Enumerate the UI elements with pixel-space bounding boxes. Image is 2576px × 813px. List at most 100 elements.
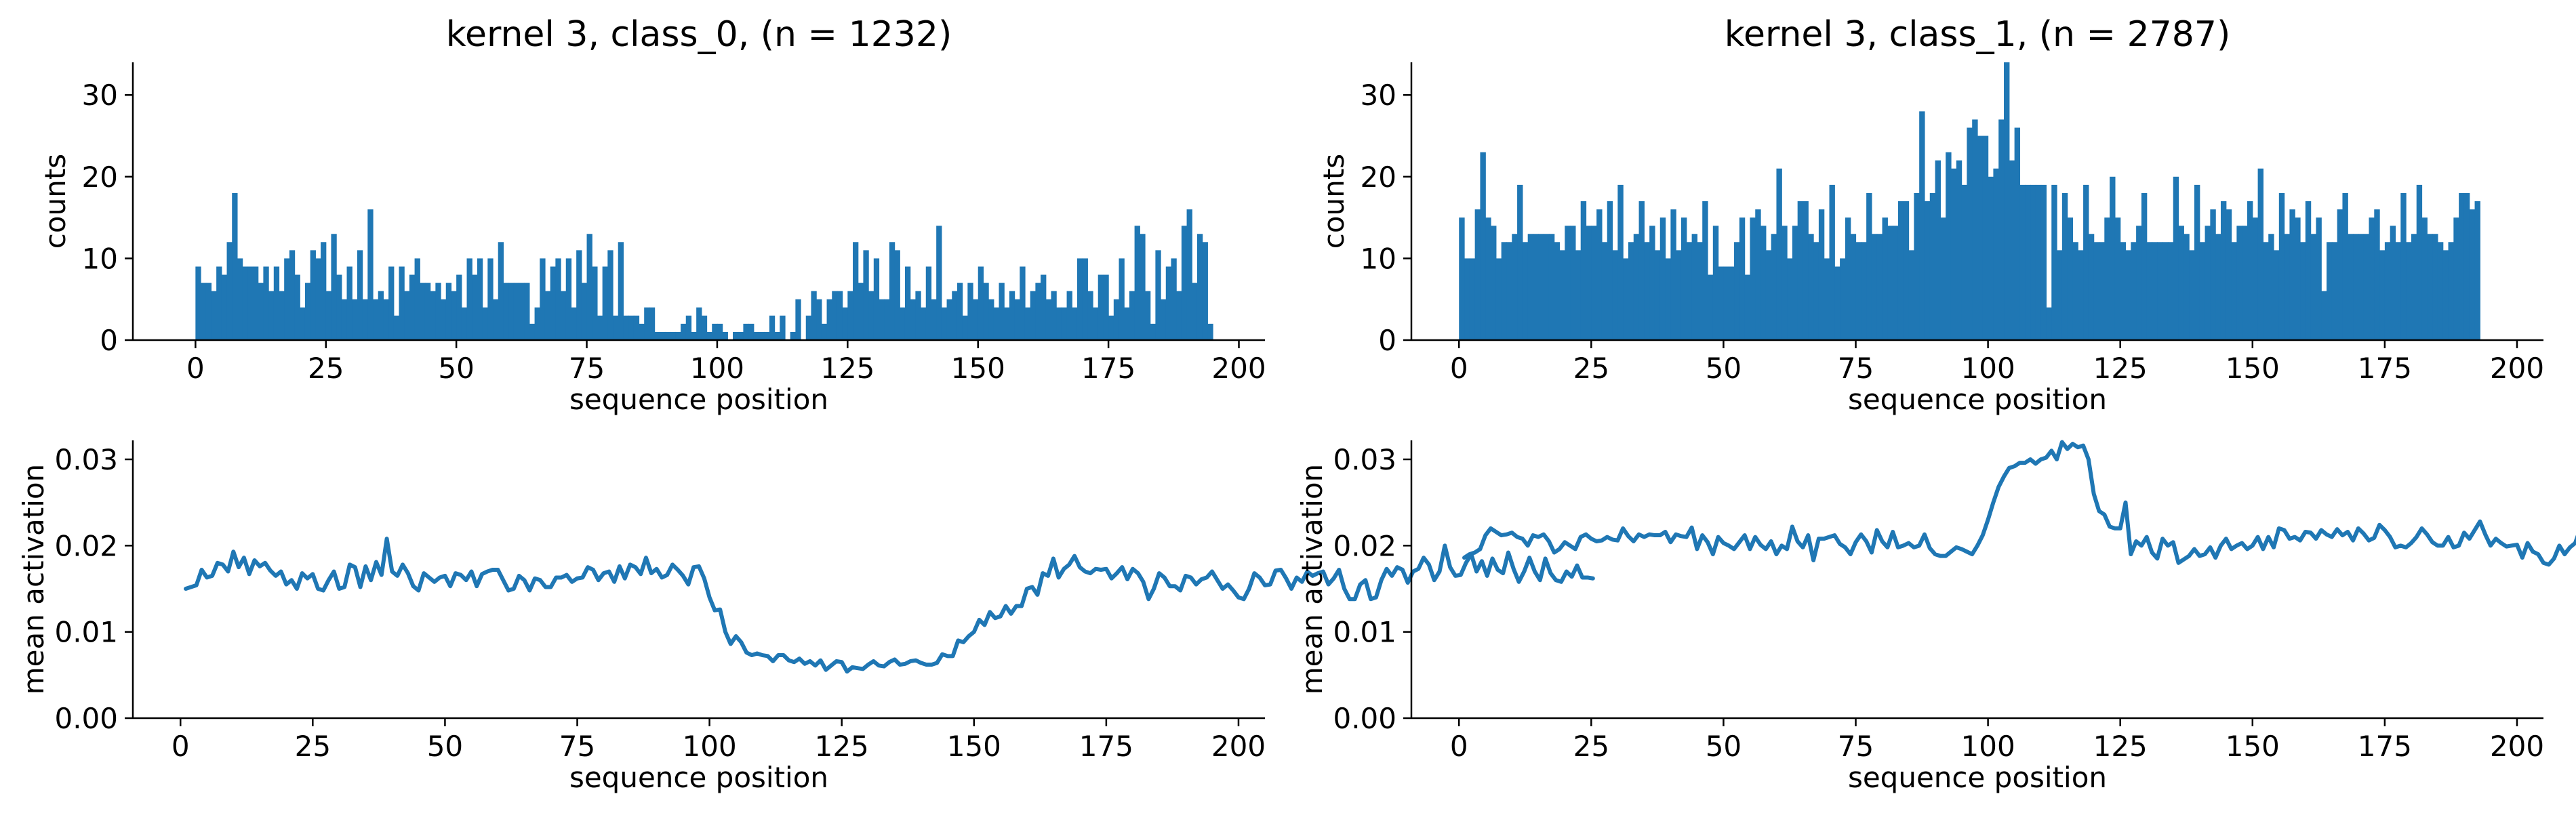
bar bbox=[988, 299, 994, 340]
bar bbox=[378, 291, 384, 340]
bar bbox=[201, 283, 207, 340]
bar bbox=[1207, 323, 1213, 340]
bar bbox=[325, 291, 332, 340]
bar bbox=[1522, 242, 1529, 340]
x-tick-label: 75 bbox=[1838, 730, 1874, 763]
bar bbox=[853, 242, 859, 340]
bar bbox=[654, 331, 660, 340]
chart-title: kernel 3, class_0, (n = 1232) bbox=[446, 14, 952, 55]
bar bbox=[1623, 258, 1629, 340]
bar bbox=[1596, 209, 1603, 340]
bar bbox=[524, 283, 530, 340]
bar bbox=[1818, 209, 1825, 340]
bar bbox=[1808, 234, 1814, 340]
y-tick-label: 0 bbox=[100, 324, 118, 357]
bar bbox=[315, 258, 321, 340]
y-tick-label: 10 bbox=[1361, 242, 1396, 275]
bar bbox=[592, 266, 598, 340]
bar bbox=[2067, 217, 2074, 340]
bars bbox=[195, 192, 1213, 340]
bar bbox=[2194, 184, 2200, 340]
bar bbox=[733, 331, 739, 340]
bar bbox=[1654, 250, 1661, 340]
bar bbox=[1108, 315, 1114, 340]
x-tick-label: 50 bbox=[1706, 730, 1742, 763]
x-tick-label: 200 bbox=[1211, 352, 1266, 385]
activation-class0-panel: 0 25 50 75 100 125 150 175 200 0.00 0.01 0.02 0.03 se… bbox=[17, 440, 1595, 794]
bar bbox=[399, 266, 405, 340]
bar bbox=[2432, 234, 2438, 340]
bar bbox=[513, 283, 520, 340]
bar bbox=[743, 323, 749, 340]
bar bbox=[2025, 184, 2031, 340]
bar bbox=[1649, 226, 1655, 340]
bar bbox=[1708, 274, 1714, 340]
bar bbox=[540, 258, 546, 340]
bar bbox=[1565, 226, 1571, 340]
histogram-class1-panel: 0 25 50 75 100 125 150 175 200 0 10 20 30 sequence po… bbox=[1317, 14, 2544, 416]
y-axis-label: mean activation bbox=[1295, 464, 1329, 694]
bar bbox=[2284, 234, 2291, 340]
bar bbox=[1946, 152, 1952, 340]
bar bbox=[424, 283, 431, 340]
bar bbox=[1570, 226, 1576, 340]
bar bbox=[2035, 184, 2042, 340]
bar bbox=[2257, 168, 2263, 340]
bar bbox=[482, 307, 488, 340]
bar bbox=[628, 315, 635, 340]
bar bbox=[613, 315, 619, 340]
x-tick-label: 125 bbox=[2093, 352, 2148, 385]
bar bbox=[2310, 234, 2317, 340]
bar bbox=[1165, 266, 1172, 340]
bar bbox=[607, 250, 613, 340]
bar bbox=[2247, 201, 2253, 340]
activation-class1-panel: 0 25 50 75 100 125 150 175 200 0.00 0.01 0.02 0.03 se… bbox=[1295, 440, 2576, 794]
bar bbox=[498, 242, 504, 340]
bar bbox=[1501, 242, 1508, 340]
bar bbox=[1192, 283, 1198, 340]
bar bbox=[477, 258, 483, 340]
bar bbox=[873, 258, 880, 340]
bar bbox=[1093, 307, 1099, 340]
bar bbox=[367, 209, 374, 340]
bar bbox=[1072, 307, 1078, 340]
bar bbox=[644, 307, 650, 340]
bar bbox=[1803, 201, 1809, 340]
bar bbox=[226, 242, 233, 340]
bar bbox=[904, 266, 911, 340]
bar bbox=[2125, 250, 2131, 340]
bar bbox=[195, 266, 201, 340]
bar bbox=[2157, 242, 2163, 340]
bar bbox=[2327, 242, 2333, 340]
bar bbox=[816, 299, 822, 340]
bar bbox=[1512, 234, 1518, 340]
bar bbox=[445, 283, 452, 340]
x-tick-label: 50 bbox=[1706, 352, 1742, 385]
bar bbox=[247, 266, 254, 340]
bar bbox=[2263, 242, 2269, 340]
bar bbox=[983, 283, 989, 340]
bar bbox=[1129, 291, 1135, 340]
bar bbox=[216, 266, 222, 340]
bar bbox=[2437, 242, 2444, 340]
x-tick-label: 150 bbox=[2226, 352, 2280, 385]
bar bbox=[581, 283, 588, 340]
bar bbox=[1181, 226, 1188, 340]
bar bbox=[2459, 192, 2465, 340]
bar bbox=[331, 234, 337, 340]
x-tick-label: 25 bbox=[1573, 730, 1609, 763]
bar bbox=[451, 291, 457, 340]
bar bbox=[1041, 274, 1047, 340]
bar bbox=[1633, 234, 1640, 340]
bar bbox=[1829, 184, 1835, 340]
bar bbox=[2162, 242, 2169, 340]
bar bbox=[973, 299, 979, 340]
x-tick-label: 75 bbox=[559, 730, 595, 763]
bar bbox=[1845, 217, 1851, 340]
bar bbox=[565, 258, 572, 340]
bar bbox=[2104, 217, 2110, 340]
bar bbox=[294, 274, 300, 340]
bar bbox=[706, 331, 712, 340]
bar bbox=[978, 266, 984, 340]
bar bbox=[748, 323, 754, 340]
